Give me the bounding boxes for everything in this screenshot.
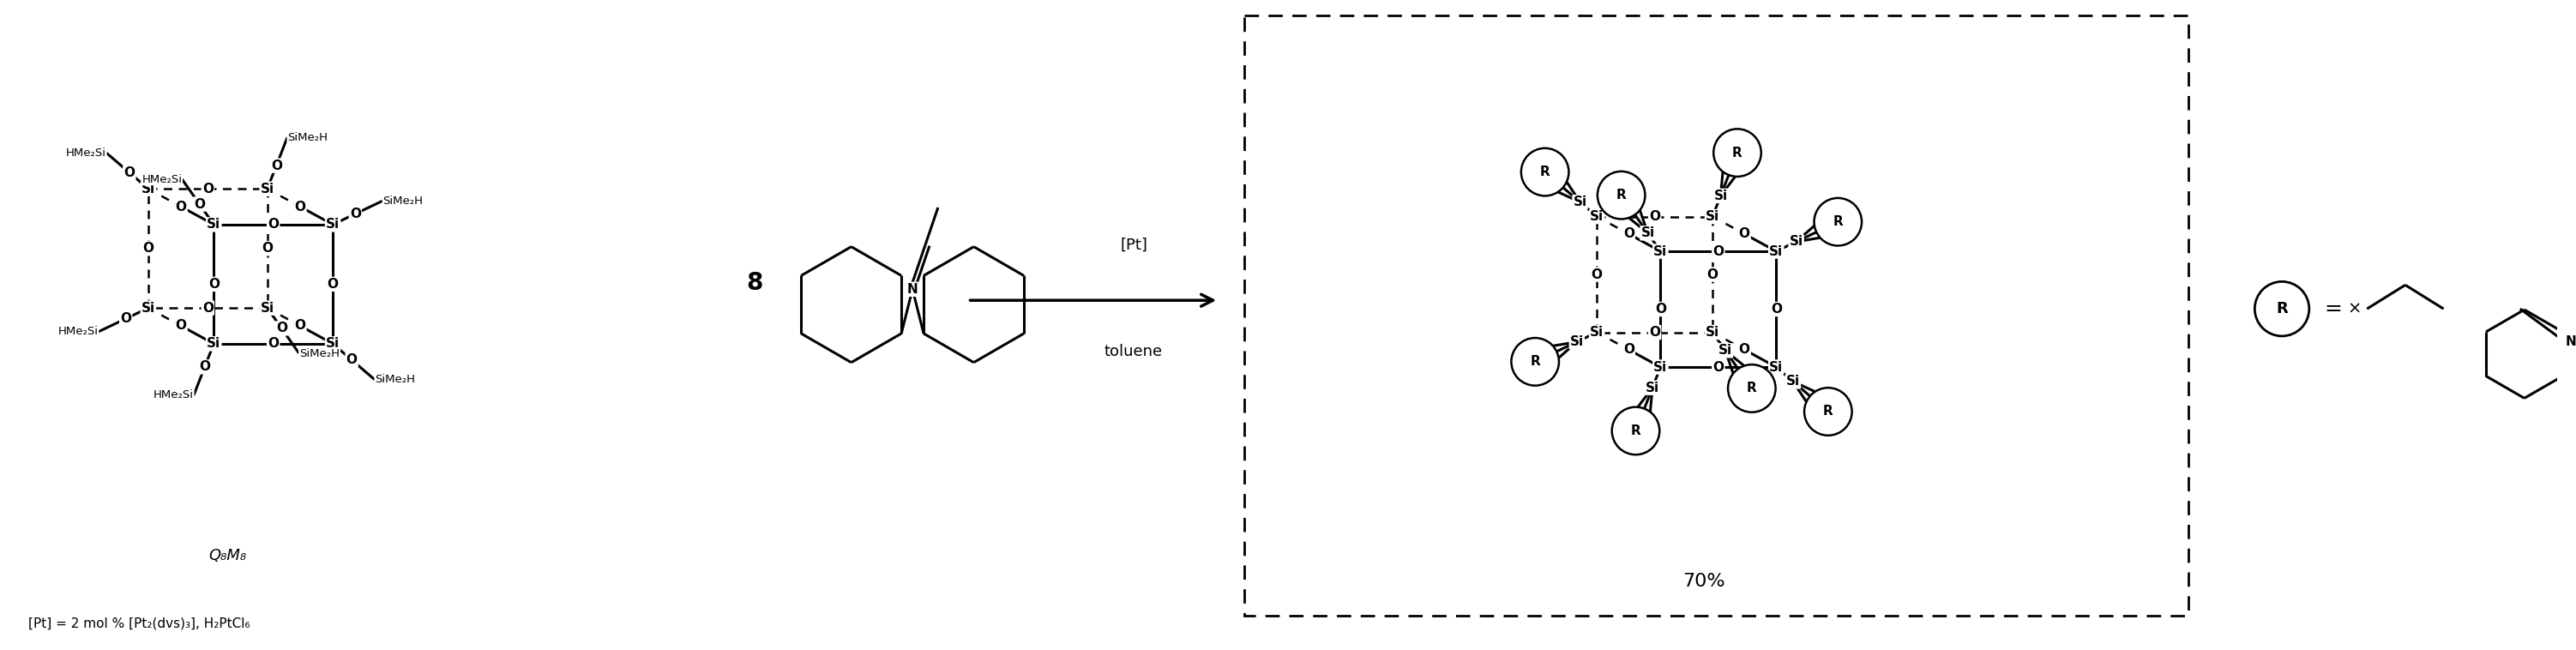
Text: O: O bbox=[327, 278, 337, 291]
Text: O: O bbox=[276, 322, 286, 335]
Text: SiMe₂H: SiMe₂H bbox=[376, 374, 415, 385]
Circle shape bbox=[1613, 407, 1659, 454]
Bar bbox=[1244, 15, 2190, 616]
Text: O: O bbox=[268, 337, 278, 350]
Text: R: R bbox=[1530, 356, 1540, 368]
Text: =: = bbox=[2324, 298, 2342, 319]
Text: R: R bbox=[1540, 166, 1551, 179]
Text: O: O bbox=[193, 198, 206, 211]
Text: Si: Si bbox=[1654, 361, 1667, 374]
Text: R: R bbox=[1824, 405, 1834, 418]
Text: Si: Si bbox=[206, 337, 222, 350]
Text: O: O bbox=[1739, 343, 1749, 356]
Text: O: O bbox=[268, 218, 278, 231]
Text: O: O bbox=[1649, 210, 1662, 223]
Text: O: O bbox=[209, 278, 219, 291]
Circle shape bbox=[1512, 338, 1558, 385]
Text: O: O bbox=[1592, 268, 1602, 281]
Text: N: N bbox=[2566, 335, 2576, 348]
Text: O: O bbox=[263, 242, 273, 255]
Text: O: O bbox=[204, 183, 214, 195]
Text: Si: Si bbox=[260, 183, 273, 195]
Text: [Pt] = 2 mol % [Pt₂(dvs)₃], H₂PtCl₆: [Pt] = 2 mol % [Pt₂(dvs)₃], H₂PtCl₆ bbox=[28, 618, 250, 630]
Text: R: R bbox=[1834, 215, 1842, 228]
Text: O: O bbox=[175, 319, 185, 332]
Text: Si: Si bbox=[1646, 382, 1659, 394]
Text: O: O bbox=[1770, 303, 1783, 316]
Text: O: O bbox=[1649, 326, 1662, 339]
Circle shape bbox=[1713, 129, 1762, 177]
Text: O: O bbox=[1654, 303, 1667, 316]
Circle shape bbox=[1597, 172, 1646, 219]
Text: ×: × bbox=[2347, 301, 2362, 317]
Text: O: O bbox=[124, 166, 134, 179]
Text: Si: Si bbox=[1718, 344, 1731, 357]
Text: O: O bbox=[270, 159, 281, 172]
Text: Si: Si bbox=[1589, 210, 1605, 223]
Text: O: O bbox=[1713, 245, 1723, 257]
Text: R: R bbox=[1747, 382, 1757, 395]
Text: Si: Si bbox=[206, 218, 222, 231]
Text: O: O bbox=[294, 319, 307, 332]
Text: O: O bbox=[121, 312, 131, 325]
Text: Si: Si bbox=[142, 302, 155, 315]
Text: O: O bbox=[1708, 268, 1718, 281]
Text: Si: Si bbox=[327, 218, 340, 231]
Text: Si: Si bbox=[327, 337, 340, 350]
Text: R: R bbox=[1615, 188, 1625, 202]
Text: R: R bbox=[2277, 301, 2287, 317]
Text: O: O bbox=[204, 302, 214, 315]
Text: Si: Si bbox=[1569, 335, 1584, 348]
Text: HMe₂Si: HMe₂Si bbox=[59, 326, 98, 337]
Text: HMe₂Si: HMe₂Si bbox=[155, 390, 193, 401]
Text: Si: Si bbox=[1589, 326, 1605, 339]
Text: Si: Si bbox=[1705, 326, 1718, 339]
Text: HMe₂Si: HMe₂Si bbox=[67, 147, 106, 159]
Text: N: N bbox=[907, 283, 917, 296]
Text: SiMe₂H: SiMe₂H bbox=[384, 195, 422, 206]
Circle shape bbox=[1522, 148, 1569, 196]
Text: Si: Si bbox=[1770, 361, 1783, 374]
Circle shape bbox=[1728, 365, 1775, 412]
Text: R: R bbox=[1731, 146, 1741, 159]
Text: O: O bbox=[294, 200, 307, 213]
Text: Si: Si bbox=[1705, 210, 1718, 223]
FancyArrowPatch shape bbox=[971, 294, 1213, 306]
Text: Si: Si bbox=[1790, 235, 1803, 248]
Text: Si: Si bbox=[1641, 227, 1654, 239]
Text: SiMe₂H: SiMe₂H bbox=[299, 348, 340, 359]
Text: R: R bbox=[1631, 424, 1641, 437]
Text: HMe₂Si: HMe₂Si bbox=[142, 174, 183, 185]
Circle shape bbox=[2254, 281, 2308, 336]
Text: Si: Si bbox=[1574, 196, 1587, 209]
Text: Si: Si bbox=[142, 183, 155, 195]
Text: Si: Si bbox=[1770, 245, 1783, 257]
Text: O: O bbox=[175, 200, 185, 213]
Text: O: O bbox=[350, 207, 361, 220]
Text: Si: Si bbox=[1785, 375, 1801, 388]
Text: Si: Si bbox=[260, 302, 273, 315]
Text: Si: Si bbox=[1654, 245, 1667, 257]
Text: toluene: toluene bbox=[1105, 344, 1162, 359]
Text: O: O bbox=[142, 242, 155, 255]
Text: Q₈M₈: Q₈M₈ bbox=[209, 548, 247, 564]
Text: SiMe₂H: SiMe₂H bbox=[289, 132, 327, 143]
Text: O: O bbox=[1713, 361, 1723, 374]
Text: O: O bbox=[345, 354, 358, 367]
Text: 70%: 70% bbox=[1682, 573, 1726, 590]
Text: [Pt]: [Pt] bbox=[1121, 237, 1146, 253]
Circle shape bbox=[1814, 198, 1862, 246]
Text: O: O bbox=[198, 361, 211, 373]
Text: O: O bbox=[1739, 228, 1749, 241]
Text: Si: Si bbox=[1713, 189, 1728, 202]
Text: O: O bbox=[1623, 228, 1633, 241]
Text: 8: 8 bbox=[747, 271, 762, 295]
Circle shape bbox=[1803, 388, 1852, 436]
Text: O: O bbox=[1623, 343, 1633, 356]
